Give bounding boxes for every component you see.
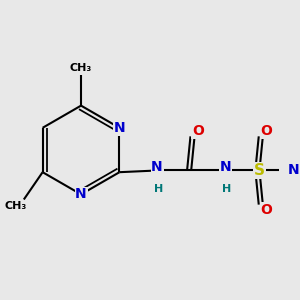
Text: N: N (151, 160, 163, 174)
Text: H: H (222, 184, 232, 194)
Text: CH₃: CH₃ (70, 63, 92, 73)
Text: S: S (254, 163, 265, 178)
Text: O: O (192, 124, 204, 138)
Text: O: O (260, 203, 272, 217)
Text: CH₃: CH₃ (4, 201, 26, 211)
Text: N: N (288, 164, 299, 178)
Text: O: O (260, 124, 272, 138)
Text: N: N (220, 160, 231, 174)
Text: H: H (154, 184, 164, 194)
Text: N: N (114, 121, 125, 135)
Text: N: N (75, 188, 87, 201)
